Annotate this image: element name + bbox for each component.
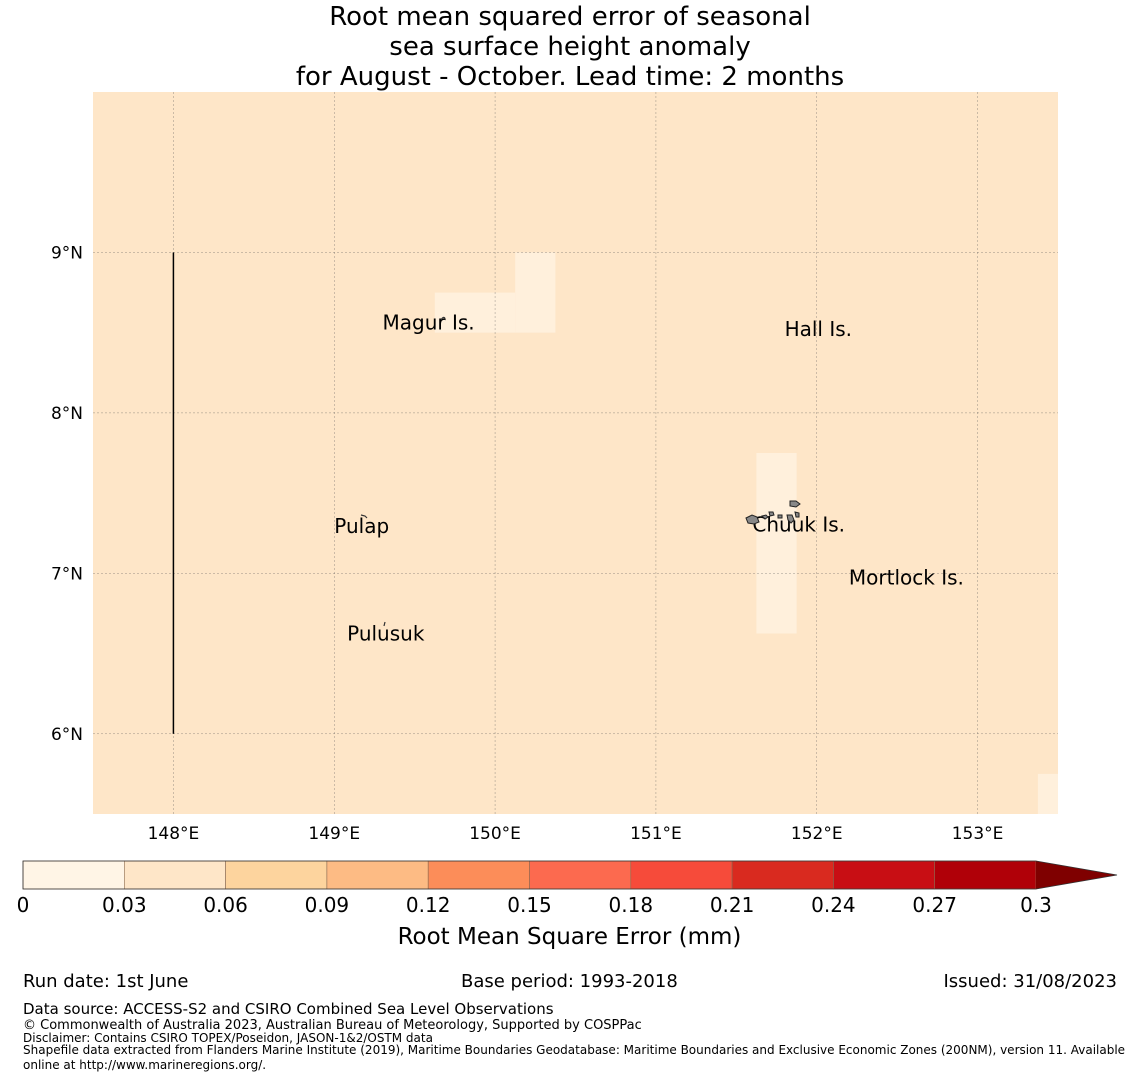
rmse-cell-1 [434,292,516,333]
colorbar-tick-label: 0.27 [912,893,957,917]
chuuk-island-shapes [745,500,801,525]
place-label: Magur Is. [383,310,475,334]
colorbar-extend-arrow [1036,861,1117,889]
colorbar-label: Root Mean Square Error (mm) [398,924,742,950]
lat-tick-label: 9°N [51,243,83,263]
colorbar-tick-label: 0.18 [609,893,654,917]
rmse-cell-2 [756,453,797,634]
shapefile-credit: Shapefile data extracted from Flanders M… [23,1043,1126,1072]
title-line-2: sea surface height anomaly [389,32,751,62]
disclaimer: Disclaimer: Contains CSIRO TOPEX/Poseido… [23,1031,433,1045]
colorbar-tick-label: 0 [17,893,30,917]
lat-tick-label: 6°N [51,725,83,745]
colorbar-segment [934,860,1037,890]
rmse-cell-3 [1037,773,1058,814]
colorbar: 0 0.03 0.06 0.09 0.12 0.15 0.18 0.21 0.24 0.27 0.3… [17,860,1118,950]
map-background [93,92,1058,814]
colorbar-tick-label: 0.24 [811,893,856,917]
lat-tick-label: 7°N [51,564,83,584]
chart-title: Root mean squared error of seasonal sea … [0,2,1140,92]
colorbar-tick-label: 0.03 [102,893,147,917]
lon-tick-label: 149°E [308,824,360,844]
place-label: Hall Is. [785,317,852,341]
lon-tick-label: 153°E [952,824,1004,844]
mortlock-island-shape [907,574,911,579]
run-date: Run date: 1st June [23,971,189,992]
lat-tick-label: 8°N [51,404,83,424]
colorbar-tick-label: 0.09 [305,893,350,917]
colorbar-segment [630,860,733,890]
colorbar-outline [22,860,1118,890]
colorbar-tick-label: 0.06 [203,893,248,917]
place-label: Mortlock Is. [849,566,964,590]
colorbar-segment [22,860,125,890]
map-panel: 148°E 149°E 150°E 151°E 152°E 153°E 9°N 8°N 7°N 6… [51,92,1058,844]
colorbar-tick-label: 0.3 [1020,893,1052,917]
colorbar-segment [427,860,530,890]
issued-date: Issued: 31/08/2023 [943,971,1117,992]
lon-tick-label: 151°E [630,824,682,844]
lon-tick-label: 150°E [469,824,521,844]
colorbar-tick-label: 0.15 [507,893,552,917]
map-figure: 148°E 149°E 150°E 151°E 152°E 153°E 9°N 8°N 7°N 6… [17,92,1118,950]
colorbar-segment [124,860,226,890]
magur-island-shape [440,316,446,321]
lon-tick-label: 152°E [791,824,843,844]
copyright: © Commonwealth of Australia 2023, Austra… [23,1018,642,1033]
data-source: Data source: ACCESS-S2 and CSIRO Combine… [23,1000,554,1018]
rmse-cell-0 [515,252,556,333]
colorbar-segment [326,860,429,890]
colorbar-tick-label: 0.21 [710,893,755,917]
lon-tick-label: 148°E [148,824,200,844]
pulusuk-island-shape [383,621,386,627]
title-line-1: Root mean squared error of seasonal [329,2,811,32]
place-label: Pulusuk [347,622,425,646]
pulap-island-shape [360,514,368,519]
colorbar-segment [833,860,936,890]
colorbar-tick-label: 0.12 [406,893,451,917]
islands [360,316,911,627]
colorbar-segment [529,860,632,890]
colorbar-segment [731,860,834,890]
colorbar-segment [225,860,328,890]
base-period: Base period: 1993-2018 [461,971,678,992]
place-label: Pulap [334,514,389,538]
title-line-3: for August - October. Lead time: 2 month… [295,62,845,92]
